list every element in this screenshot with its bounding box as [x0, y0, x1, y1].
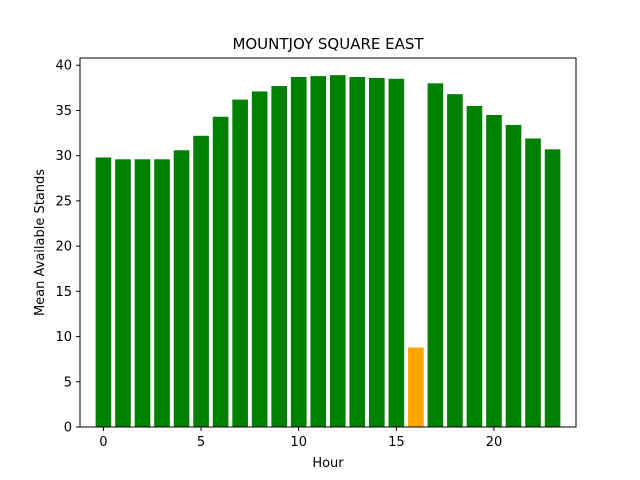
bar-hour-9: [271, 86, 287, 427]
y-tick-label: 25: [55, 194, 72, 209]
y-tick-label: 40: [55, 59, 72, 74]
x-tick-label: 15: [388, 435, 405, 450]
bar-hour-7: [232, 99, 248, 427]
y-tick-label: 30: [55, 149, 72, 164]
x-tick-label: 5: [197, 435, 205, 450]
bar-hour-0: [95, 157, 112, 428]
bar-hour-13: [349, 76, 366, 428]
x-axis-ticks: 0 5 10 15 20: [99, 427, 502, 450]
x-tick-label: 20: [486, 435, 503, 450]
bar-hour-22: [525, 138, 541, 428]
y-tick-label: 35: [55, 104, 72, 119]
y-tick-label: 10: [55, 330, 72, 345]
bar-hour-4: [173, 150, 190, 427]
y-tick-label: 20: [55, 240, 72, 255]
y-tick-label: 5: [64, 375, 72, 390]
y-axis-ticks: 0 5 10 15 20 25 30 35 40: [55, 59, 80, 436]
bar-hour-19: [466, 105, 483, 428]
bar-hour-5: [193, 135, 209, 427]
x-tick-label: 10: [290, 435, 307, 450]
bar-hour-23: [544, 149, 561, 427]
bar-hour-3: [154, 159, 170, 428]
bar-hour-21: [505, 124, 522, 428]
chart-title: MOUNTJOY SQUARE EAST: [232, 35, 424, 53]
bar-hour-16: [408, 347, 424, 427]
bar-hour-20: [486, 114, 502, 427]
bars-group: [95, 75, 561, 428]
y-axis-label: Mean Available Stands: [33, 169, 48, 316]
bar-hour-8: [251, 91, 268, 428]
bar-hour-10: [290, 76, 307, 428]
x-axis-label: Hour: [312, 456, 344, 471]
bar-hour-2: [134, 159, 151, 428]
bar-hour-12: [329, 75, 346, 428]
y-tick-label: 0: [64, 421, 72, 436]
bar-hour-6: [212, 116, 229, 427]
bar-hour-17: [427, 83, 444, 427]
x-tick-label: 0: [99, 435, 107, 450]
axes-frame: [79, 57, 577, 428]
bar-hour-1: [115, 159, 131, 428]
y-tick-label: 15: [55, 285, 72, 300]
bar-hour-18: [447, 94, 463, 428]
bar-hour-14: [369, 77, 385, 428]
bar-hour-11: [310, 76, 327, 427]
bar-hour-15: [388, 78, 405, 428]
